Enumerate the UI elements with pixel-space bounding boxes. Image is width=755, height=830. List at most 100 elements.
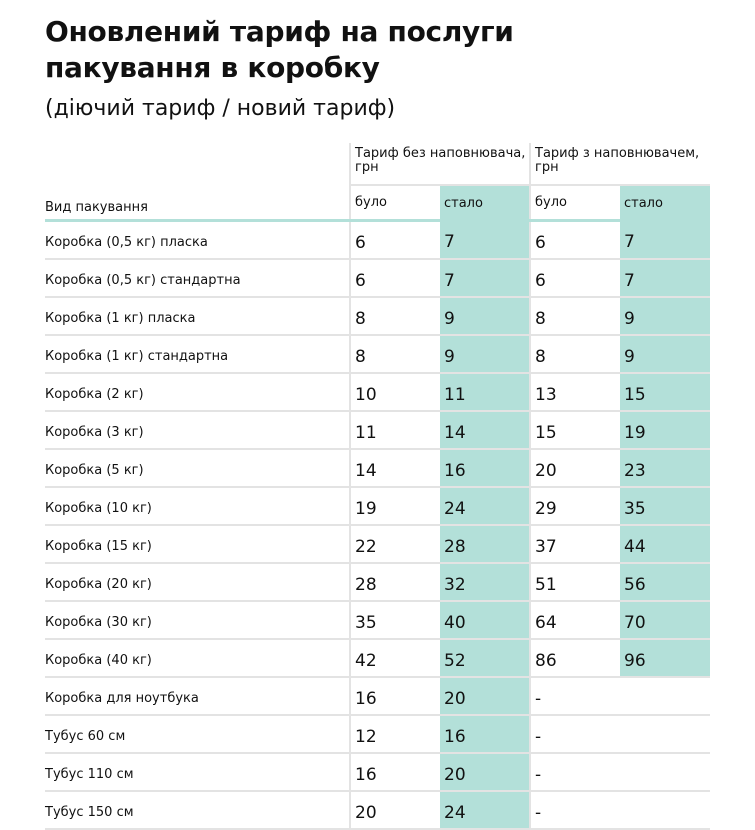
row-label: Коробка для ноутбука [45, 677, 350, 716]
label-column-header: Вид пакування [45, 143, 350, 222]
price-with-filler-before: 13 [529, 373, 620, 412]
price-no-filler-after: 24 [440, 791, 530, 830]
price-with-filler-after: 9 [620, 335, 710, 374]
table-row: Коробка (1 кг) пласка 8 9 8 9 [45, 297, 710, 336]
subheader-before: було [349, 185, 440, 222]
table-row: Тубус 110 см 16 20- [45, 753, 710, 792]
price-no-filler-before: 22 [349, 525, 440, 564]
price-with-filler-after: 7 [620, 220, 710, 260]
price-with-filler-after: 35 [620, 487, 710, 526]
row-label: Коробка (0,5 кг) стандартна [45, 259, 350, 298]
price-no-filler-after: 20 [440, 677, 530, 716]
row-label: Тубус 150 см [45, 791, 350, 830]
price-with-filler-after: 23 [620, 449, 710, 488]
price-no-filler-after: 16 [440, 449, 530, 488]
price-no-filler-before: 8 [349, 297, 440, 336]
group-header-no-filler: Тариф без наповнювача, грн [349, 143, 530, 186]
price-with-filler-before: 51 [529, 563, 620, 602]
price-no-filler-after: 7 [440, 259, 530, 298]
table-row: Коробка (0,5 кг) стандартна 6 7 6 7 [45, 259, 710, 298]
price-no-filler-after: 16 [440, 715, 530, 754]
price-with-filler-before: - [529, 715, 710, 754]
row-label: Коробка (1 кг) стандартна [45, 335, 350, 374]
table-row: Коробка (1 кг) стандартна 8 9 8 9 [45, 335, 710, 374]
price-no-filler-after: 7 [440, 220, 530, 260]
price-no-filler-after: 52 [440, 639, 530, 678]
price-with-filler-after: 44 [620, 525, 710, 564]
row-label: Коробка (30 кг) [45, 601, 350, 640]
table-row: Коробка (2 кг) 10 11 13 15 [45, 373, 710, 412]
price-no-filler-before: 42 [349, 639, 440, 678]
row-label: Коробка (3 кг) [45, 411, 350, 450]
row-label: Коробка (5 кг) [45, 449, 350, 488]
price-no-filler-before: 11 [349, 411, 440, 450]
price-no-filler-after: 11 [440, 373, 530, 412]
subheader-before: було [529, 185, 620, 222]
table-row: Тубус 150 см 20 24- [45, 791, 710, 830]
price-with-filler-before: 15 [529, 411, 620, 450]
row-label: Коробка (40 кг) [45, 639, 350, 678]
row-label: Коробка (1 кг) пласка [45, 297, 350, 336]
table-row: Коробка для ноутбука 16 20- [45, 677, 710, 716]
table-row: Коробка (20 кг) 28 32 51 56 [45, 563, 710, 602]
row-label: Тубус 110 см [45, 753, 350, 792]
price-with-filler-after: 70 [620, 601, 710, 640]
price-no-filler-before: 8 [349, 335, 440, 374]
price-with-filler-before: - [529, 791, 710, 830]
row-label: Коробка (20 кг) [45, 563, 350, 602]
price-no-filler-before: 19 [349, 487, 440, 526]
page-title: Оновлений тариф на послуги пакування в к… [45, 15, 514, 84]
price-with-filler-after: 15 [620, 373, 710, 412]
table-row: Коробка (10 кг) 19 24 29 35 [45, 487, 710, 526]
row-label: Коробка (0,5 кг) пласка [45, 220, 350, 260]
subheader-after: стало [620, 185, 710, 221]
price-with-filler-after: 19 [620, 411, 710, 450]
table-row: Коробка (15 кг) 22 28 37 44 [45, 525, 710, 564]
price-no-filler-before: 28 [349, 563, 440, 602]
price-with-filler-before: 8 [529, 335, 620, 374]
price-with-filler-after: 7 [620, 259, 710, 298]
price-no-filler-before: 35 [349, 601, 440, 640]
price-no-filler-after: 9 [440, 335, 530, 374]
row-label: Коробка (2 кг) [45, 373, 350, 412]
price-with-filler-before: 64 [529, 601, 620, 640]
price-no-filler-after: 28 [440, 525, 530, 564]
price-no-filler-before: 10 [349, 373, 440, 412]
price-with-filler-after: 96 [620, 639, 710, 678]
price-no-filler-before: 20 [349, 791, 440, 830]
price-no-filler-before: 16 [349, 753, 440, 792]
row-label: Коробка (10 кг) [45, 487, 350, 526]
table-row: Коробка (0,5 кг) пласка 6 7 6 7 [45, 220, 710, 260]
price-no-filler-before: 12 [349, 715, 440, 754]
price-no-filler-after: 20 [440, 753, 530, 792]
price-no-filler-after: 9 [440, 297, 530, 336]
price-with-filler-before: 29 [529, 487, 620, 526]
price-no-filler-after: 40 [440, 601, 530, 640]
price-with-filler-before: 6 [529, 220, 620, 260]
price-with-filler-after: 56 [620, 563, 710, 602]
row-label: Коробка (15 кг) [45, 525, 350, 564]
table-row: Коробка (40 кг) 42 52 86 96 [45, 639, 710, 678]
row-label: Тубус 60 см [45, 715, 350, 754]
table-row: Коробка (3 кг) 11 14 15 19 [45, 411, 710, 450]
price-no-filler-after: 24 [440, 487, 530, 526]
price-no-filler-before: 6 [349, 220, 440, 260]
table-row: Коробка (5 кг) 14 16 20 23 [45, 449, 710, 488]
subheader-after: стало [440, 185, 530, 221]
price-no-filler-before: 6 [349, 259, 440, 298]
price-no-filler-before: 14 [349, 449, 440, 488]
page-subtitle: (діючий тариф / новий тариф) [45, 96, 396, 121]
price-with-filler-before: 20 [529, 449, 620, 488]
price-with-filler-before: - [529, 677, 710, 716]
price-with-filler-after: 9 [620, 297, 710, 336]
tariff-table: Вид пакування Тариф без наповнювача, грн… [45, 143, 710, 830]
price-no-filler-before: 16 [349, 677, 440, 716]
price-no-filler-after: 32 [440, 563, 530, 602]
price-with-filler-before: 86 [529, 639, 620, 678]
table-row: Коробка (30 кг) 35 40 64 70 [45, 601, 710, 640]
table-row: Тубус 60 см 12 16- [45, 715, 710, 754]
price-with-filler-before: - [529, 753, 710, 792]
price-with-filler-before: 8 [529, 297, 620, 336]
price-with-filler-before: 37 [529, 525, 620, 564]
price-with-filler-before: 6 [529, 259, 620, 298]
